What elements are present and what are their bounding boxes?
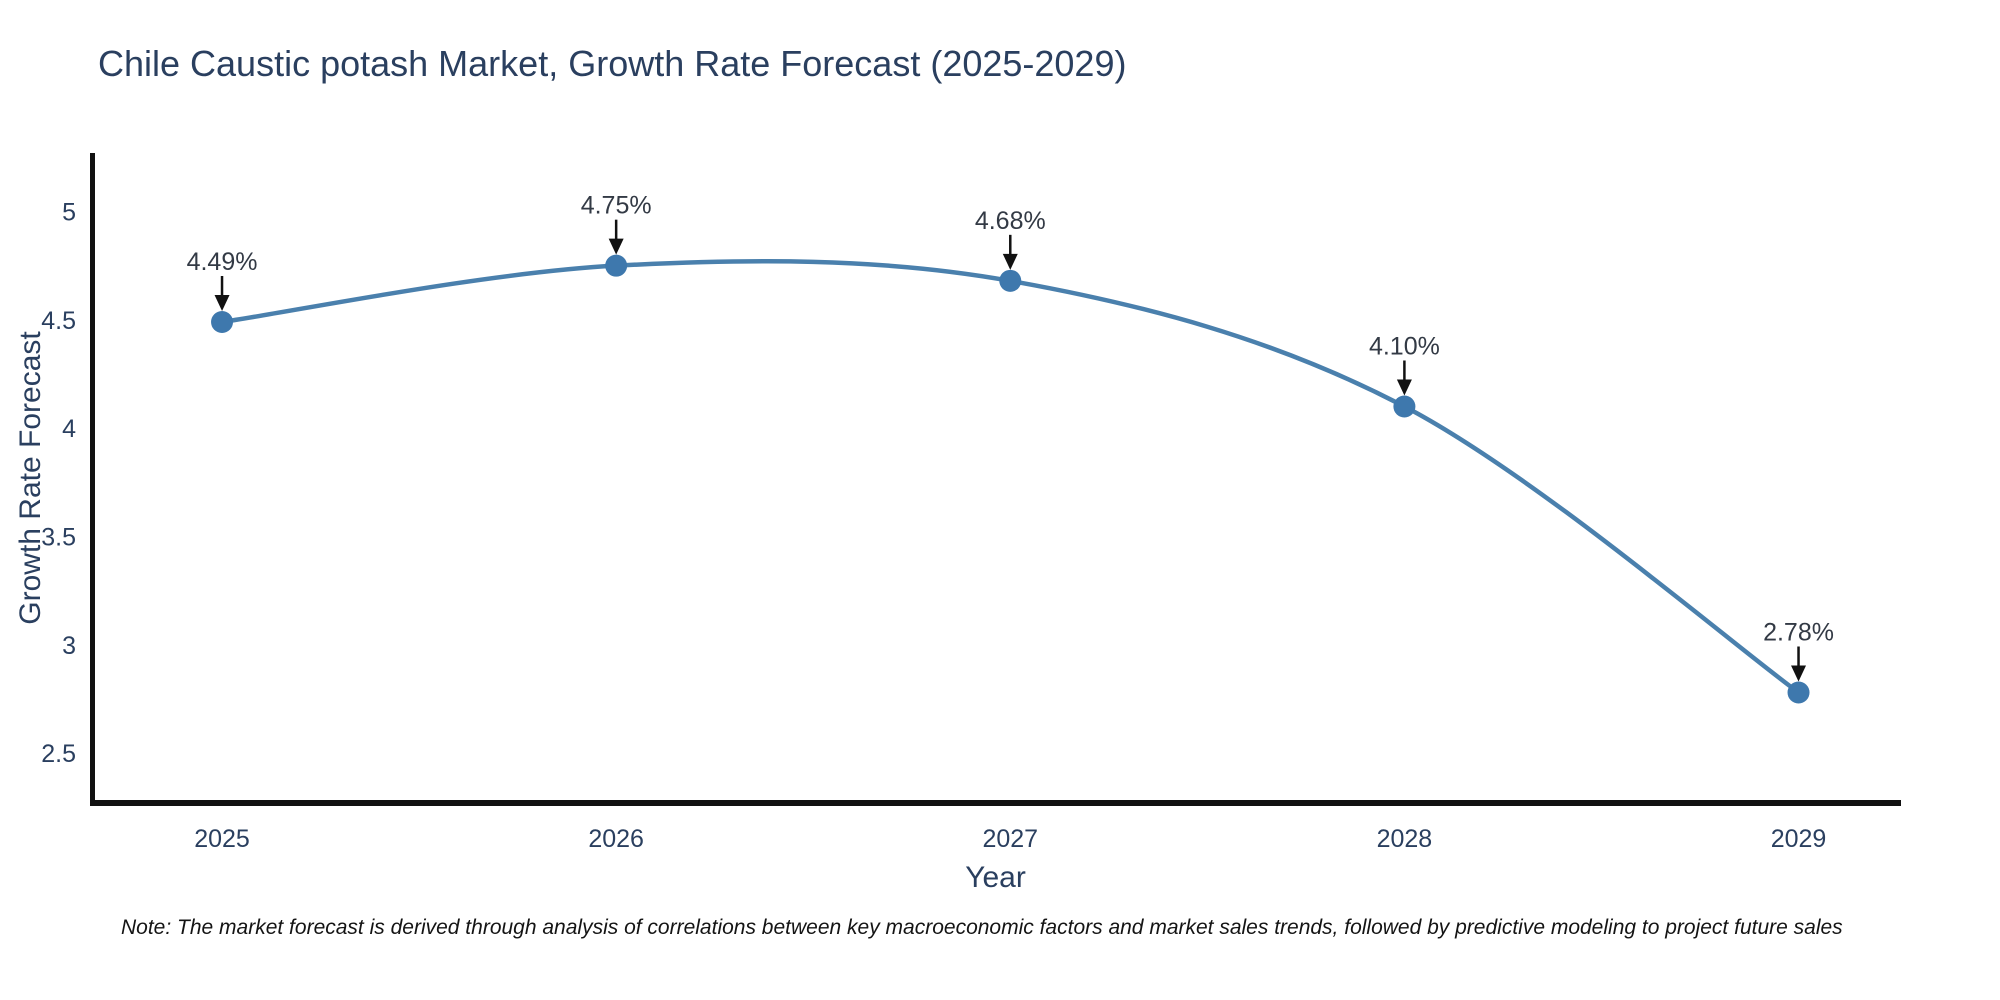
y-tick-label: 4 xyxy=(62,415,76,443)
footnote: Note: The market forecast is derived thr… xyxy=(121,916,1843,939)
annotation-arrowhead-icon xyxy=(1002,253,1018,270)
x-tick-label: 2026 xyxy=(588,825,644,853)
data-point-2028[interactable] xyxy=(1393,395,1416,418)
x-tick-label: 2027 xyxy=(982,825,1038,853)
annotation-arrowhead-icon xyxy=(1791,665,1807,682)
data-point-2026[interactable] xyxy=(605,254,628,277)
y-tick-label: 3.5 xyxy=(41,524,76,552)
point-label: 4.68% xyxy=(975,207,1046,235)
y-tick-label: 5 xyxy=(62,199,76,227)
y-tick-label: 4.5 xyxy=(41,307,76,335)
annotation-arrowhead-icon xyxy=(214,295,230,311)
x-tick-label: 2028 xyxy=(1377,825,1433,853)
x-tick-label: 2029 xyxy=(1771,825,1827,853)
y-tick-label: 3 xyxy=(62,632,76,660)
annotation-arrowhead-icon xyxy=(1396,379,1412,396)
point-label: 4.75% xyxy=(581,192,652,220)
y-tick-label: 2.5 xyxy=(41,740,76,768)
point-label: 4.10% xyxy=(1369,333,1440,361)
point-label: 4.49% xyxy=(187,248,258,276)
annotation-arrowhead-icon xyxy=(608,238,624,255)
data-point-2027[interactable] xyxy=(999,269,1022,292)
data-point-2029[interactable] xyxy=(1787,681,1810,704)
point-label: 2.78% xyxy=(1763,619,1834,647)
x-axis-title: Year xyxy=(965,861,1026,894)
chart-title: Chile Caustic potash Market, Growth Rate… xyxy=(98,43,1127,84)
data-point-2025[interactable] xyxy=(211,311,234,333)
x-tick-label: 2025 xyxy=(194,825,250,853)
trend-line xyxy=(219,259,1801,695)
y-axis-title: Growth Rate Forecast xyxy=(14,331,47,625)
